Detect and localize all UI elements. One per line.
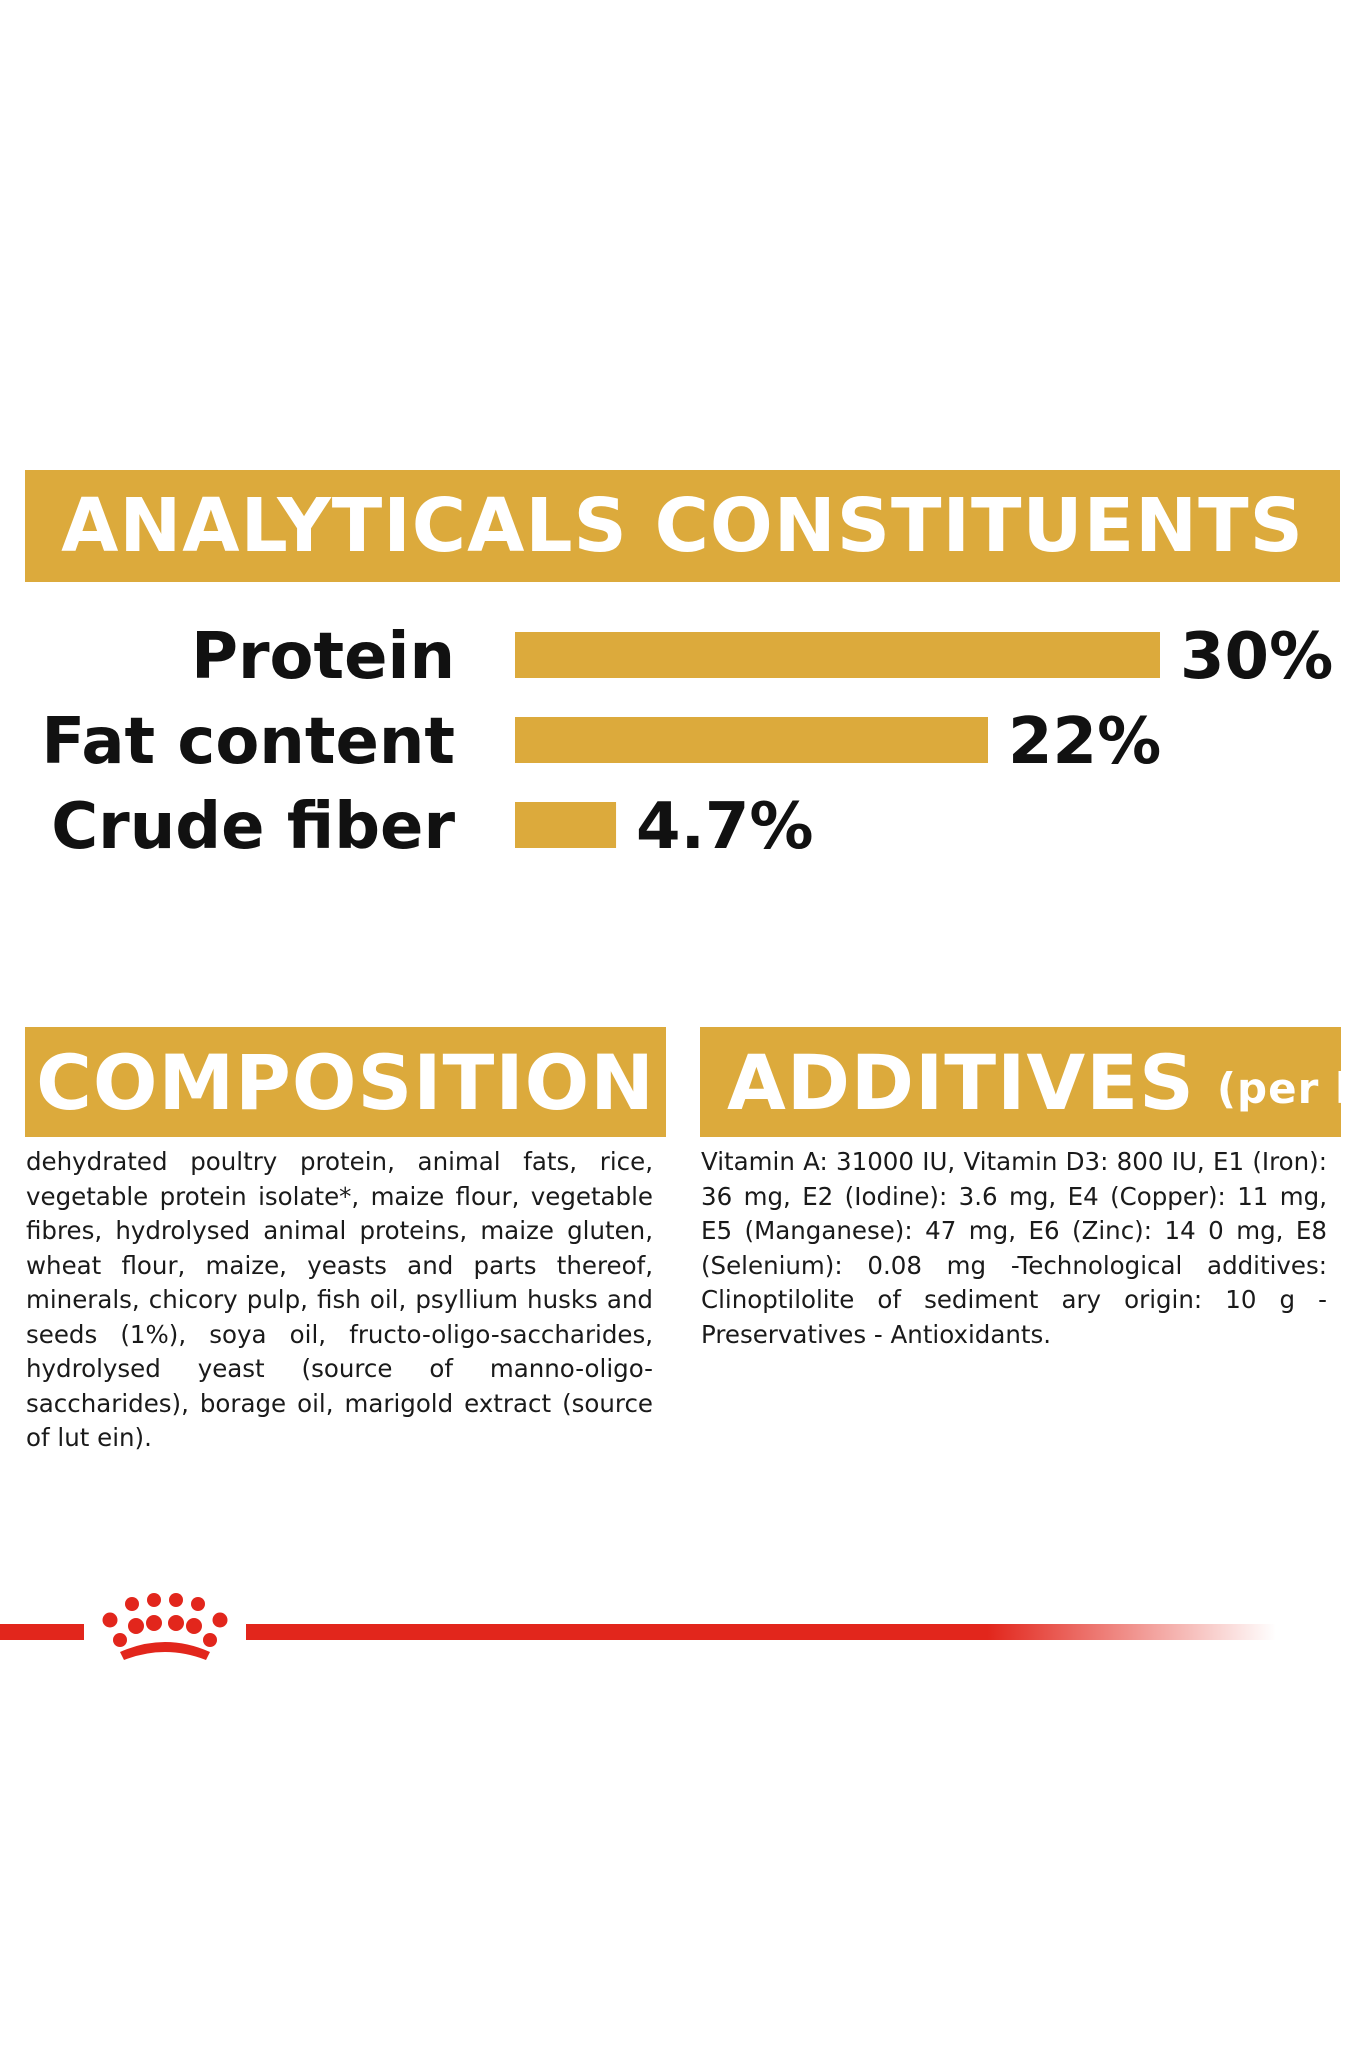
bar-1 (515, 717, 988, 763)
footer-line-left (0, 1624, 84, 1640)
bar-2 (515, 802, 617, 848)
bar-value-1: 22% (1008, 705, 1161, 779)
analytics-header: ANALYTICALS CONSTITUENTS (25, 470, 1340, 582)
analytics-bar-chart: Protein 30% Fat content 22% Crude fiber 4.7% (41, 620, 1333, 864)
composition-header: COMPOSITION (25, 1027, 666, 1137)
bar-label-1: Fat content (41, 705, 455, 779)
additives-header: ADDITIVES (per kg) (700, 1027, 1365, 1137)
additives-unit: (per kg) (1216, 1063, 1365, 1113)
bar-label-0: Protein (191, 620, 455, 694)
footer-line-right (246, 1624, 1276, 1640)
composition-text: dehydrated poultry protein, animal fats,… (26, 1147, 653, 1452)
additives-text: Vitamin A: 31000 IU, Vitamin D3: 800 IU,… (701, 1147, 1327, 1349)
bar-value-2: 4.7% (636, 790, 814, 864)
bar-label-2: Crude fiber (51, 790, 455, 864)
bar-value-0: 30% (1180, 620, 1333, 694)
additives-title: ADDITIVES (727, 1037, 1195, 1127)
bar-0 (515, 632, 1160, 678)
crown-icon (102, 1593, 228, 1660)
